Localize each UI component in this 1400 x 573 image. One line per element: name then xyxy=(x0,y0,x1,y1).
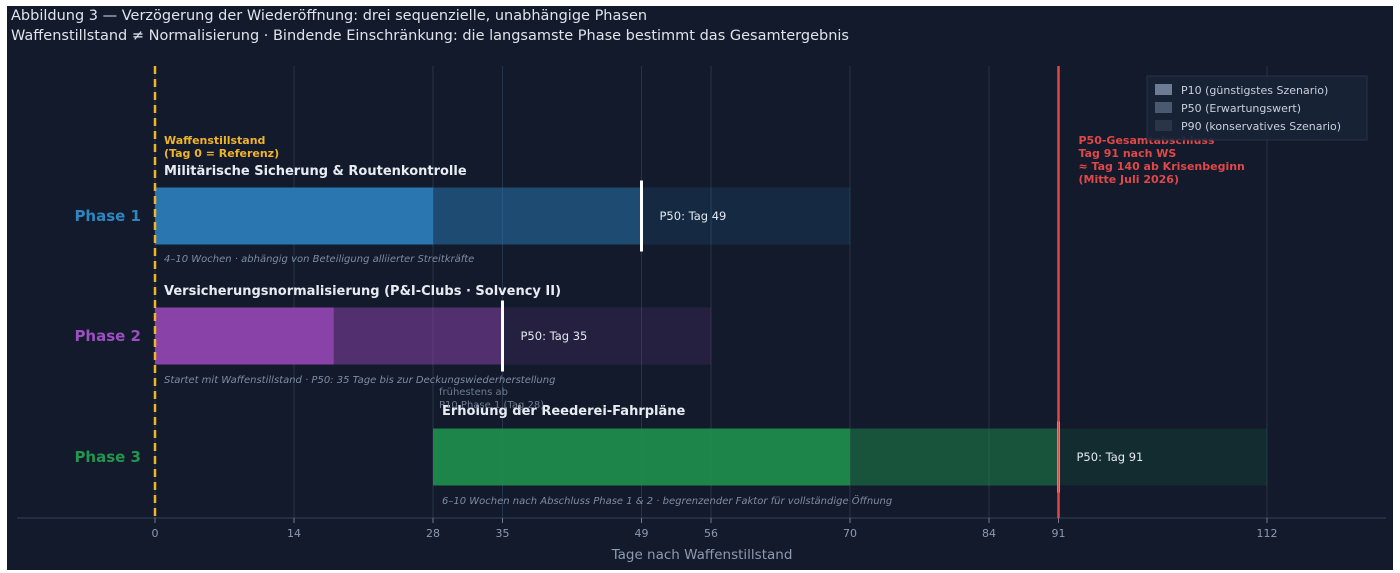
x-tick-label: 91 xyxy=(1052,527,1066,540)
x-tick-label: 112 xyxy=(1257,527,1278,540)
x-tick-label: 70 xyxy=(843,527,857,540)
bar-p10-segment xyxy=(433,428,850,486)
phase-label: Phase 2 xyxy=(74,327,141,345)
phase3-start-annotation: frühestens ab xyxy=(439,387,508,398)
completion-annotation: ≈ Tag 140 ab Krisenbeginn xyxy=(1079,160,1245,173)
phase-label: Phase 1 xyxy=(74,207,141,225)
x-tick-label: 35 xyxy=(496,527,510,540)
ceasefire-annotation: (Tag 0 = Referenz) xyxy=(164,147,279,160)
x-tick-label: 28 xyxy=(426,527,440,540)
p50-label: P50: Tag 91 xyxy=(1077,450,1144,464)
x-tick-label: 0 xyxy=(152,527,159,540)
legend-swatch xyxy=(1155,120,1172,131)
bar-p10-segment xyxy=(155,187,433,245)
x-tick-label: 49 xyxy=(635,527,649,540)
phase3-start-annotation: P10 Phase 1 (Tag 28) xyxy=(439,400,544,411)
legend-swatch xyxy=(1155,102,1172,113)
phase-note: Startet mit Waffenstillstand · P50: 35 T… xyxy=(164,375,555,386)
chart-subtitle: Waffenstillstand ≠ Normalisierung · Bind… xyxy=(11,28,849,44)
completion-annotation: (Mitte Juli 2026) xyxy=(1079,173,1180,186)
legend-label: P50 (Erwartungswert) xyxy=(1181,102,1301,115)
completion-annotation: Tag 91 nach WS xyxy=(1079,147,1177,160)
x-tick-label: 84 xyxy=(982,527,996,540)
phase-note: 4–10 Wochen · abhängig von Beteiligung a… xyxy=(164,254,474,265)
x-axis-label: Tage nach Waffenstillstand xyxy=(611,547,793,563)
p50-label: P50: Tag 35 xyxy=(521,329,588,343)
p50-label: P50: Tag 49 xyxy=(660,209,727,223)
legend-box xyxy=(1146,75,1368,141)
phase-title: Versicherungsnormalisierung (P&I-Clubs ·… xyxy=(164,284,561,299)
x-tick-label: 56 xyxy=(704,527,718,540)
ceasefire-annotation: Waffenstillstand xyxy=(164,134,265,147)
legend-swatch xyxy=(1155,84,1172,95)
bar-p10-segment xyxy=(155,307,334,365)
legend-label: P90 (konservatives Szenario) xyxy=(1181,120,1341,133)
phase-note: 6–10 Wochen nach Abschluss Phase 1 & 2 ·… xyxy=(442,494,892,507)
phase-label: Phase 3 xyxy=(74,448,141,466)
phase-title: Erholung der Reederei-Fahrpläne xyxy=(442,404,686,419)
legend-label: P10 (günstigstes Szenario) xyxy=(1181,84,1328,97)
phase-title: Militärische Sicherung & Routenkontrolle xyxy=(164,164,467,179)
chart-title: Abbildung 3 — Verzögerung der Wiederöffn… xyxy=(11,8,648,24)
x-tick-label: 14 xyxy=(287,527,301,540)
